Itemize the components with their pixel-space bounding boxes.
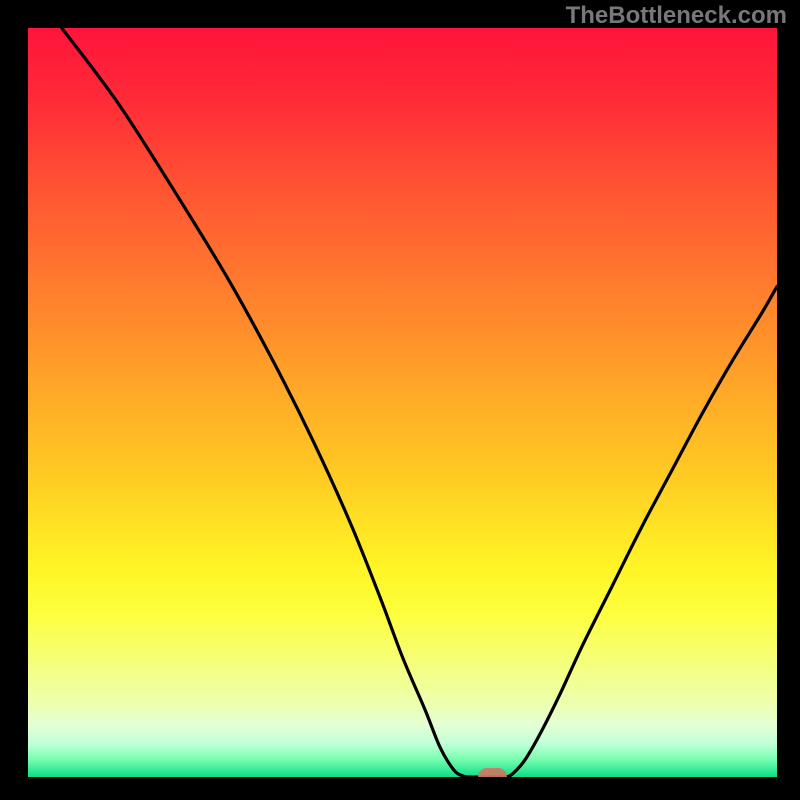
bottleneck-chart: TheBottleneck.com <box>0 0 800 800</box>
curve-layer <box>28 28 777 777</box>
plot-area <box>28 28 777 777</box>
target-marker <box>478 768 506 777</box>
watermark-text: TheBottleneck.com <box>566 2 787 30</box>
bottleneck-curve <box>62 28 777 777</box>
